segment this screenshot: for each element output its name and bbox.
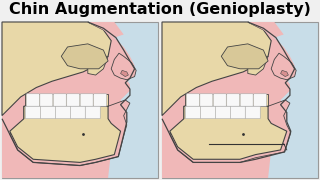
FancyBboxPatch shape xyxy=(94,94,107,106)
Polygon shape xyxy=(271,53,296,80)
FancyBboxPatch shape xyxy=(186,94,199,106)
FancyBboxPatch shape xyxy=(200,106,215,119)
Bar xyxy=(162,22,318,178)
Polygon shape xyxy=(121,70,128,77)
FancyBboxPatch shape xyxy=(185,106,200,119)
Polygon shape xyxy=(88,22,124,38)
Polygon shape xyxy=(88,56,108,75)
Polygon shape xyxy=(281,70,288,77)
FancyBboxPatch shape xyxy=(67,94,80,106)
Polygon shape xyxy=(2,22,135,178)
FancyBboxPatch shape xyxy=(55,106,70,119)
Polygon shape xyxy=(221,44,268,69)
Bar xyxy=(2,22,158,178)
Polygon shape xyxy=(2,22,111,116)
FancyBboxPatch shape xyxy=(40,106,55,119)
FancyBboxPatch shape xyxy=(70,106,85,119)
Polygon shape xyxy=(162,22,271,116)
FancyBboxPatch shape xyxy=(200,94,213,106)
FancyBboxPatch shape xyxy=(40,94,53,106)
Polygon shape xyxy=(185,94,268,106)
Polygon shape xyxy=(170,100,291,162)
Polygon shape xyxy=(61,44,108,69)
FancyBboxPatch shape xyxy=(230,106,245,119)
FancyBboxPatch shape xyxy=(254,94,267,106)
FancyBboxPatch shape xyxy=(213,94,226,106)
Polygon shape xyxy=(170,106,287,159)
FancyBboxPatch shape xyxy=(53,94,66,106)
Polygon shape xyxy=(162,22,295,178)
FancyBboxPatch shape xyxy=(215,106,230,119)
Text: Chin Augmentation (Genioplasty): Chin Augmentation (Genioplasty) xyxy=(9,2,311,17)
FancyBboxPatch shape xyxy=(26,94,39,106)
FancyBboxPatch shape xyxy=(227,94,240,106)
FancyBboxPatch shape xyxy=(245,106,260,119)
FancyBboxPatch shape xyxy=(85,106,100,119)
Polygon shape xyxy=(10,106,121,162)
FancyBboxPatch shape xyxy=(25,106,40,119)
Polygon shape xyxy=(25,94,108,106)
Polygon shape xyxy=(10,100,130,166)
Polygon shape xyxy=(248,56,268,75)
FancyBboxPatch shape xyxy=(240,94,253,106)
Polygon shape xyxy=(111,53,136,80)
FancyBboxPatch shape xyxy=(80,94,93,106)
Polygon shape xyxy=(248,22,284,38)
